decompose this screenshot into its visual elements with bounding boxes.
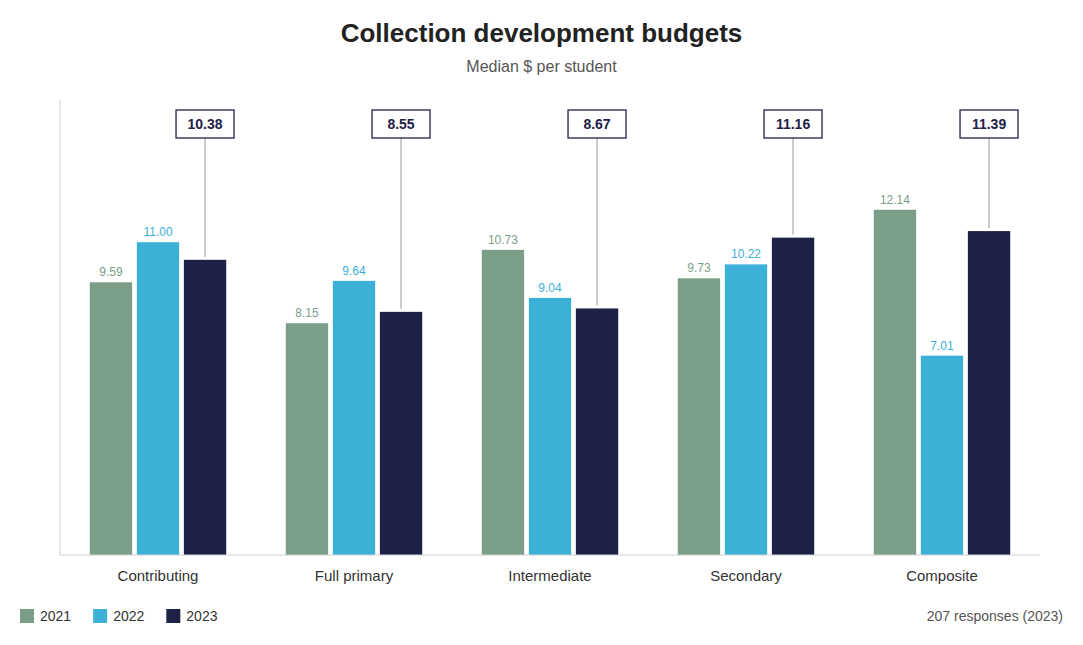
data-label: 11.16 (776, 116, 810, 132)
title: Collection development budgets (341, 18, 743, 48)
data-label: 11.39 (972, 116, 1006, 132)
x-tick-label: Full primary (315, 567, 394, 584)
x-tick-label: Secondary (710, 567, 782, 584)
bars (90, 210, 1010, 555)
bar (874, 210, 916, 555)
bar (576, 308, 618, 555)
bar (380, 312, 422, 555)
x-tick-label: Composite (906, 567, 978, 584)
data-label: 9.73 (687, 261, 711, 275)
connectors (205, 138, 989, 309)
bar (921, 356, 963, 555)
data-label: 11.00 (143, 225, 172, 239)
data-label: 8.15 (295, 306, 319, 320)
bar (772, 238, 814, 555)
background (0, 0, 1083, 645)
data-label: 10.73 (488, 233, 518, 247)
legend-swatch (166, 609, 180, 623)
bar (482, 250, 524, 555)
label-box (568, 110, 626, 138)
legend-swatch (93, 609, 107, 623)
legend-label: 2022 (113, 608, 144, 624)
legend-label: 2021 (40, 608, 71, 624)
bar (968, 231, 1010, 555)
data-label: 9.64 (342, 264, 366, 278)
annotation: 207 responses (2023) (927, 608, 1063, 624)
label-box (764, 110, 822, 138)
bar (333, 281, 375, 555)
data-label: 9.59 (99, 265, 123, 279)
legend-label: 2023 (186, 608, 217, 624)
data-label: 8.67 (583, 116, 610, 132)
subtitle: Median $ per student (466, 58, 617, 75)
bar (678, 278, 720, 555)
label-box (372, 110, 430, 138)
data-label: 10.22 (731, 247, 761, 261)
connector-line (597, 138, 598, 305)
legend-swatch (20, 609, 34, 623)
connector-line (793, 138, 794, 235)
legend: 2021 2022 2023 (20, 608, 218, 624)
y-axis-line (60, 100, 61, 555)
bar (725, 264, 767, 555)
bar (286, 323, 328, 555)
connector-line (989, 138, 990, 228)
label-box (960, 110, 1018, 138)
x-tick-label: Intermediate (508, 567, 591, 584)
label-box (176, 110, 234, 138)
chart: Collection development budgets Median $ p… (0, 0, 1083, 645)
bar (184, 260, 226, 555)
connector-line (205, 138, 206, 257)
bar (90, 282, 132, 555)
data-label: 10.38 (188, 116, 223, 132)
data-label: 8.55 (387, 116, 414, 132)
data-label: 12.14 (880, 193, 910, 207)
x-axis-line (60, 555, 1040, 556)
data-labels: 9.59 8.15 10.73 9.73 12.14 11.00 9.64 9.04 10.22… (99, 110, 1018, 353)
x-tick-label: Contributing (118, 567, 199, 584)
bar (137, 242, 179, 555)
data-label: 7.01 (930, 339, 954, 353)
connector-line (401, 138, 402, 309)
data-label: 9.04 (538, 281, 562, 295)
bar (529, 298, 571, 555)
